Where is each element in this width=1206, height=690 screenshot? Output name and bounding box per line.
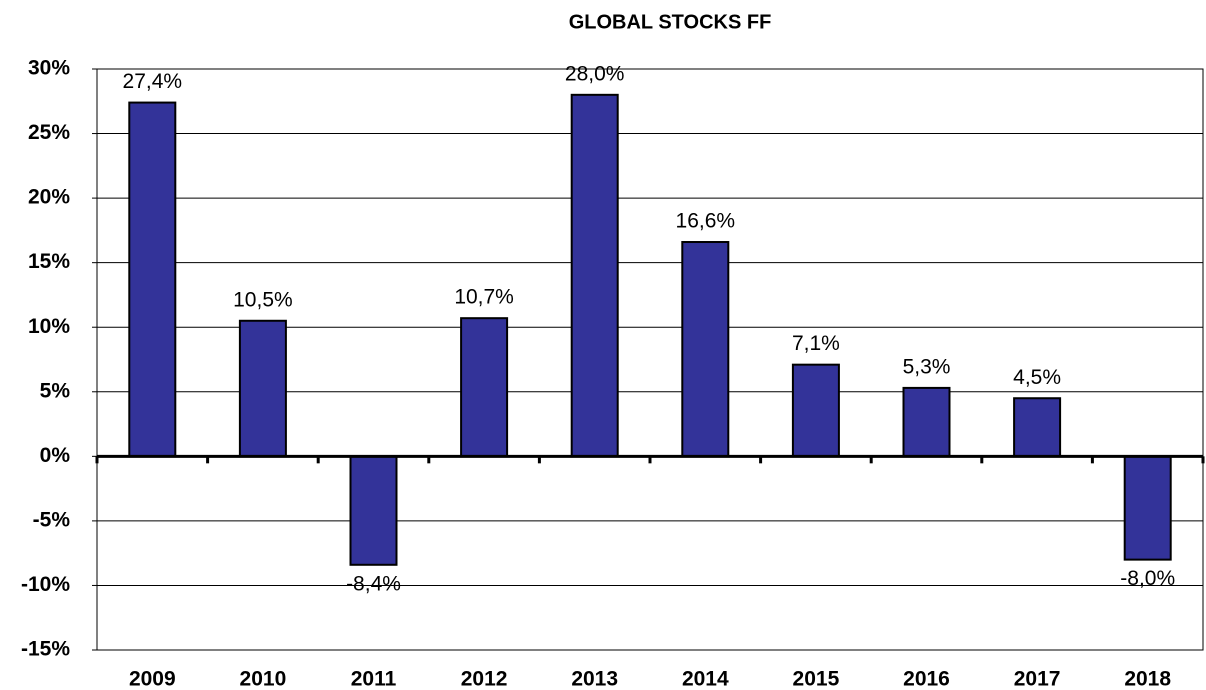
bar xyxy=(1013,397,1062,458)
x-tick-label: 2009 xyxy=(129,668,176,690)
bar xyxy=(681,241,730,458)
value-label: 5,3% xyxy=(903,355,951,378)
y-tick-label: 0% xyxy=(40,444,71,467)
x-tick-label: 2015 xyxy=(793,668,840,690)
y-tick-label: 10% xyxy=(28,315,70,338)
x-tick-label: 2018 xyxy=(1124,668,1171,690)
x-tick-label: 2010 xyxy=(240,668,287,690)
y-tick-label: 20% xyxy=(28,186,70,209)
chart-title: GLOBAL STOCKS FF xyxy=(569,11,772,33)
bar xyxy=(902,386,951,458)
y-tick-label: 25% xyxy=(28,121,70,144)
y-tick-label: 5% xyxy=(40,379,71,402)
x-tick-label: 2011 xyxy=(351,668,397,690)
value-label: 10,7% xyxy=(454,286,514,309)
bar xyxy=(238,319,287,458)
value-label: 10,5% xyxy=(233,288,293,311)
bar xyxy=(570,93,619,458)
y-tick-label: 30% xyxy=(28,57,70,80)
x-tick-label: 2016 xyxy=(903,668,950,690)
value-label: 7,1% xyxy=(792,332,840,355)
y-tick-label: -15% xyxy=(21,638,70,661)
value-label: 27,4% xyxy=(123,70,183,93)
value-label: -8,4% xyxy=(346,572,401,595)
bar xyxy=(128,101,177,458)
value-label: -8,0% xyxy=(1120,567,1175,590)
y-tick-label: -10% xyxy=(21,573,70,596)
value-label: 16,6% xyxy=(676,210,736,233)
bar xyxy=(349,455,398,566)
x-tick-label: 2012 xyxy=(461,668,508,690)
bar xyxy=(791,363,840,458)
bar xyxy=(1123,455,1172,561)
x-tick-label: 2014 xyxy=(682,668,729,690)
bar xyxy=(460,317,509,458)
x-tick-label: 2013 xyxy=(571,668,618,690)
y-tick-label: -5% xyxy=(33,508,71,531)
value-label: 28,0% xyxy=(565,62,625,85)
y-tick-label: 15% xyxy=(28,250,70,273)
value-label: 4,5% xyxy=(1013,366,1061,389)
x-tick-label: 2017 xyxy=(1014,668,1061,690)
